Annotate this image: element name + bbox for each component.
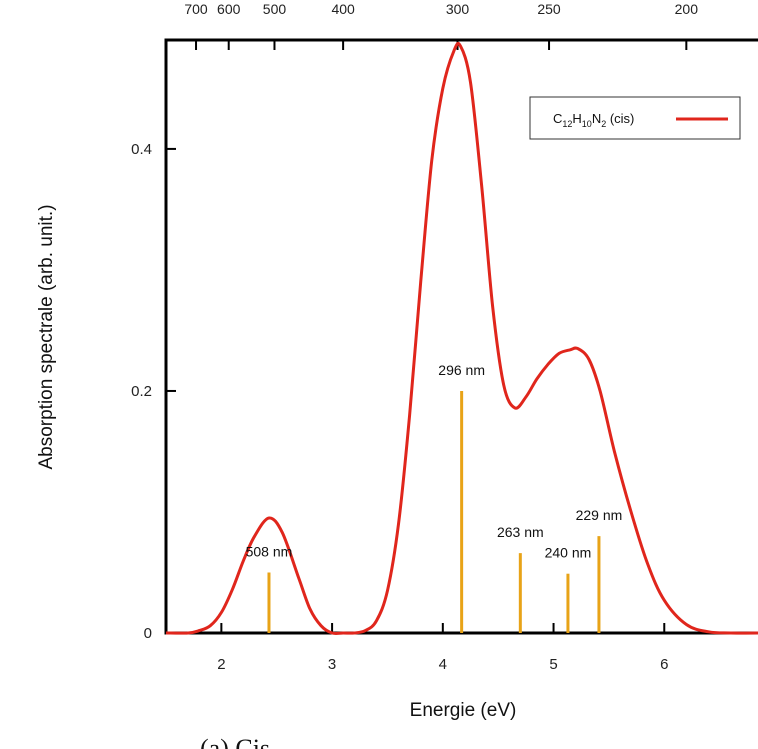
x-tick-label: 4 <box>439 656 447 673</box>
legend: C12H10N2 (cis) <box>529 96 741 140</box>
top-tick-label: 250 <box>537 1 561 17</box>
top-tick-label: 300 <box>446 1 470 17</box>
x-tick-label: 2 <box>217 656 225 673</box>
x-tick-label: 5 <box>549 656 557 673</box>
plot-frame <box>164 38 758 635</box>
top-tick-label: 500 <box>263 1 287 17</box>
y-axis-title: Absorption spectrale (arb. unit.) <box>36 204 57 469</box>
transition-label: 240 nm <box>545 545 592 561</box>
x-tick-label: 3 <box>328 656 336 673</box>
x-axis-title: Energie (eV) <box>410 700 517 721</box>
figure-caption: (a) Cis <box>200 734 270 749</box>
x-tick-label: 6 <box>660 656 668 673</box>
y-tick-label: 0.2 <box>131 383 152 400</box>
transition-label: 263 nm <box>497 524 544 540</box>
y-tick-label: 0.4 <box>131 141 152 158</box>
transition-label: 296 nm <box>438 362 485 378</box>
transition-label: 229 nm <box>576 507 623 523</box>
plot-border <box>164 38 758 635</box>
top-tick-label: 700 <box>184 1 208 17</box>
axis-ticks: 2 3 4 5 6 0 0.2 0.4 700 600 500 400 300 250 200 <box>131 1 699 673</box>
spectrum-curve-group <box>165 41 758 636</box>
transition-label: 508 nm <box>246 543 293 559</box>
top-tick-label: 400 <box>331 1 355 17</box>
spectrum-curve <box>165 41 758 636</box>
top-tick-label: 600 <box>217 1 241 17</box>
y-tick-label: 0 <box>144 625 152 642</box>
legend-label: C12H10N2 (cis) <box>553 111 634 129</box>
top-tick-label: 200 <box>675 1 699 17</box>
transition-sticks <box>267 390 601 633</box>
